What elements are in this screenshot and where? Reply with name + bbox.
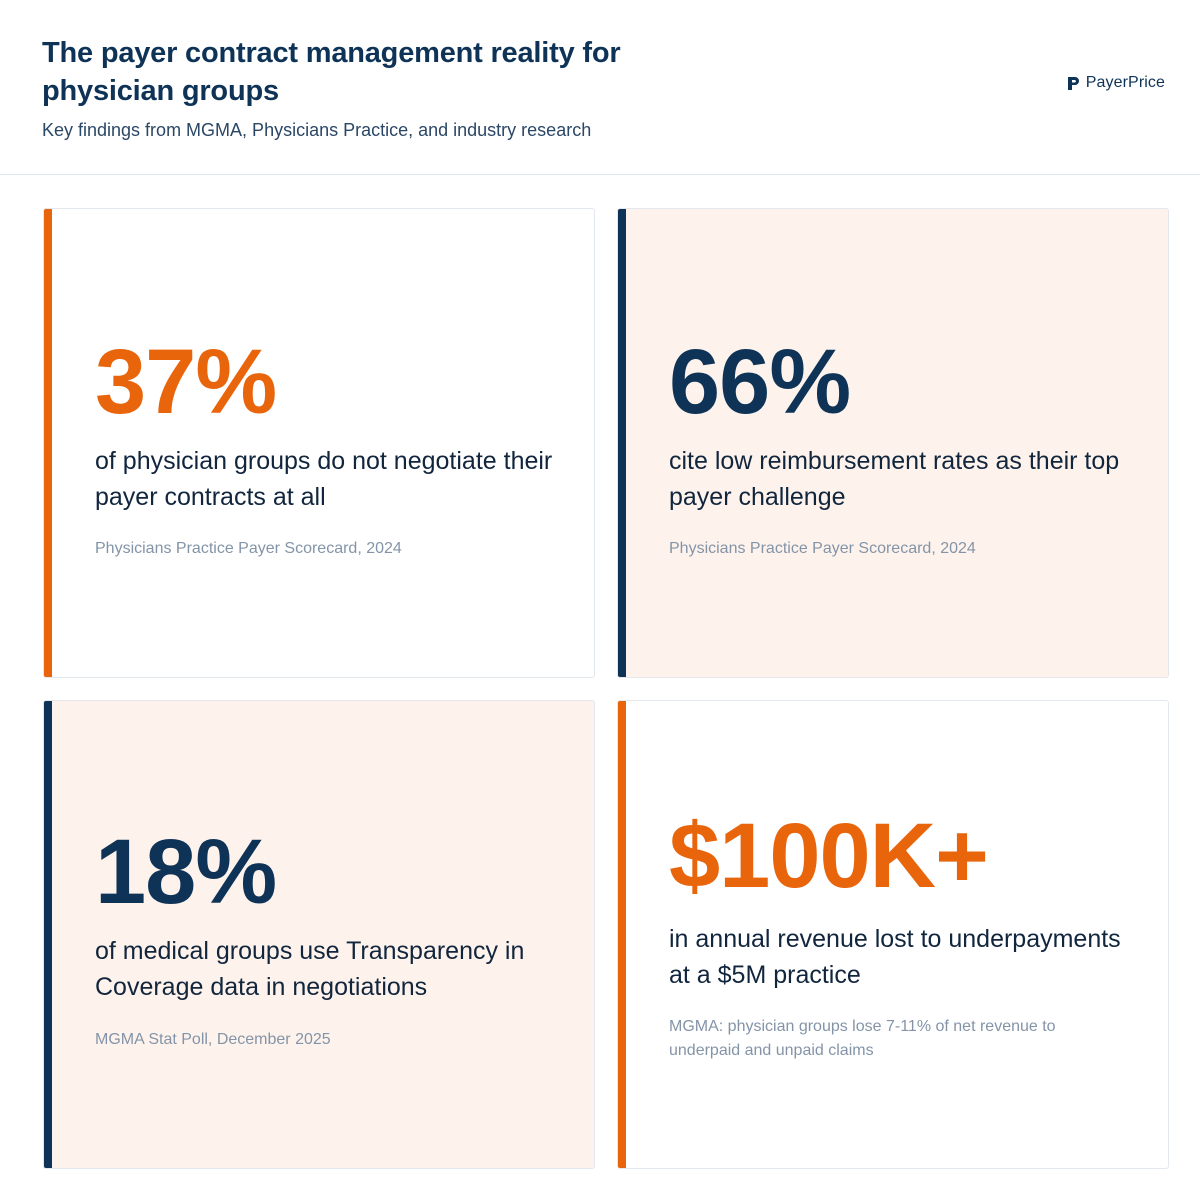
stat-source: MGMA Stat Poll, December 2025 [95, 1031, 331, 1048]
stat-card-transparency [43, 700, 595, 1169]
header: The payer contract management reality fo… [0, 0, 1200, 175]
page-subtitle: Key findings from MGMA, Physicians Pract… [42, 120, 592, 140]
stat-source: MGMA: physician groups lose 7-11% of net… [669, 1018, 1056, 1059]
stat-description: in annual revenue lost to underpayments … [669, 925, 1121, 989]
stat-source: Physicians Practice Payer Scorecard, 202… [95, 540, 402, 557]
stat-description: cite low reimbursement rates as their to… [669, 447, 1120, 511]
brand-name: PayerPrice [1085, 74, 1165, 91]
stat-card-underpayments [617, 700, 1169, 1169]
stat-value: $100K+ [669, 805, 989, 907]
stat-card-negotiation [43, 208, 595, 678]
page-title: The payer contract management reality fo… [42, 37, 621, 107]
brand-logo: PayerPrice [1067, 74, 1165, 92]
stat-description: of medical groups use Transparency in Co… [95, 937, 525, 1001]
card-accent-bar [44, 209, 52, 677]
stat-card-reimbursement [617, 208, 1169, 678]
card-accent-bar [618, 209, 626, 677]
stat-description: of physician groups do not negotiate the… [95, 447, 553, 511]
payerprice-logo-icon [1067, 76, 1079, 90]
stat-value: 37% [95, 331, 277, 433]
card-accent-bar [44, 701, 52, 1168]
stat-value: 66% [669, 331, 851, 433]
stat-source: Physicians Practice Payer Scorecard, 202… [669, 540, 976, 557]
stat-value: 18% [95, 821, 277, 923]
card-accent-bar [618, 701, 626, 1168]
